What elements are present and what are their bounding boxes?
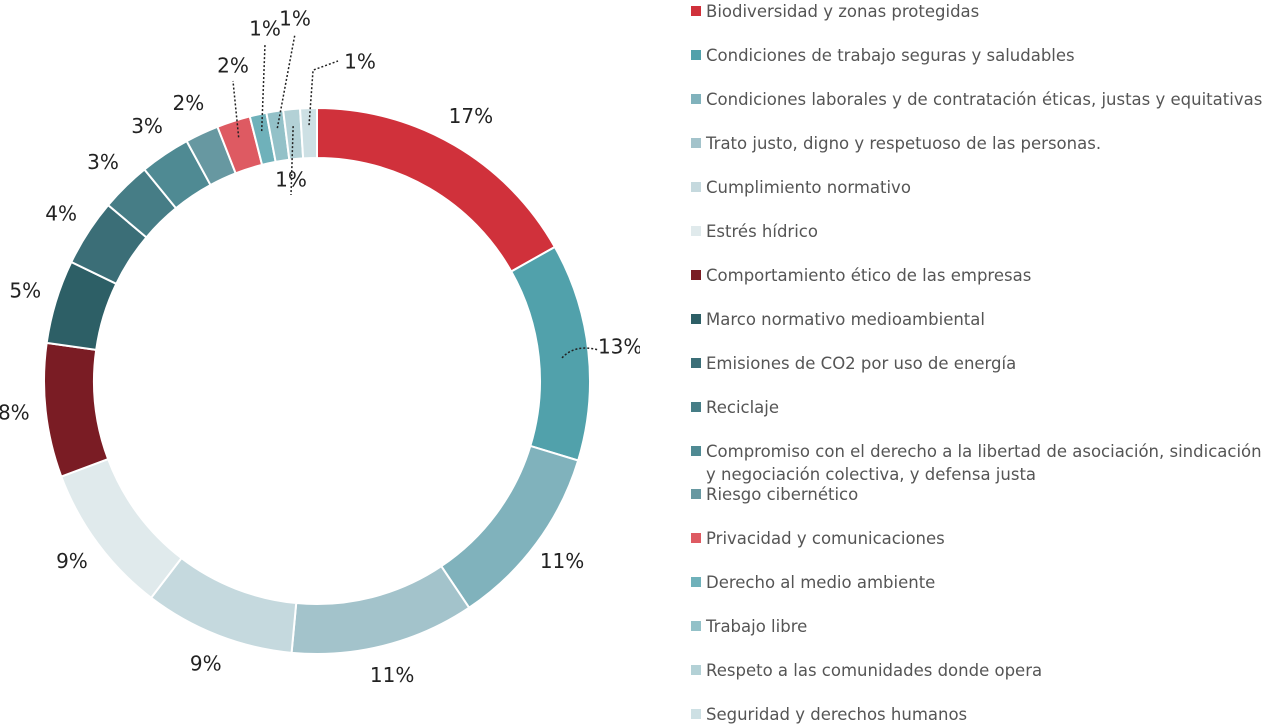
legend-label: Respeto a las comunidades donde opera: [706, 661, 1043, 680]
legend-swatch: [691, 94, 701, 104]
chart: 17%13%11%11%9%9%8%5%4%3%3%2%2%1%1%1%1%: [0, 7, 640, 688]
legend-swatch: [691, 489, 701, 499]
legend-item: Riesgo cibernético: [691, 483, 1276, 506]
data-label: 5%: [9, 279, 41, 303]
legend-label: Estrés hídrico: [706, 222, 818, 241]
legend-swatch: [691, 314, 701, 324]
data-label: 1%: [275, 168, 307, 192]
legend-item: Trato justo, digno y respetuoso de las p…: [691, 132, 1276, 155]
data-label: 8%: [0, 401, 30, 425]
legend-item: Compromiso con el derecho a la libertad …: [691, 440, 1276, 486]
leader-line: [232, 80, 240, 138]
data-label: 13%: [598, 334, 640, 358]
legend-item: Privacidad y comunicaciones: [691, 527, 1276, 550]
legend-label: Trabajo libre: [706, 617, 808, 636]
legend-swatch: [691, 402, 701, 412]
legend-item: Cumplimiento normativo: [691, 176, 1276, 199]
data-label: 11%: [540, 549, 584, 573]
legend-label: Marco normativo medioambiental: [706, 310, 985, 329]
legend-swatch: [691, 665, 701, 675]
legend-label: Condiciones laborales y de contratación …: [706, 90, 1263, 109]
legend-label: Reciclaje: [706, 398, 780, 417]
legend-swatch: [691, 446, 701, 456]
legend-item: Biodiversidad y zonas protegidas: [691, 0, 1276, 23]
legend-swatch: [691, 50, 701, 60]
leader-line: [290, 126, 294, 196]
legend-label: Seguridad y derechos humanos: [706, 705, 968, 724]
legend-swatch: [691, 226, 701, 236]
legend-item: Reciclaje: [691, 396, 1276, 419]
donut-slice: [316, 106, 557, 273]
legend-swatch: [691, 358, 701, 368]
donut-slice: [149, 556, 298, 654]
donut-slice: [59, 457, 183, 600]
data-label: 11%: [370, 663, 414, 687]
donut-slice: [439, 444, 580, 610]
legend-item: Emisiones de CO2 por uso de energía: [691, 352, 1276, 375]
legend-swatch: [691, 533, 701, 543]
donut-slice: [290, 564, 471, 655]
data-label: 1%: [249, 17, 281, 41]
legend-item: Comportamiento ético de las empresas: [691, 264, 1276, 287]
legend-swatch: [691, 270, 701, 280]
legend-item: Marco normativo medioambiental: [691, 308, 1276, 331]
data-label: 2%: [217, 54, 249, 78]
legend-item: Trabajo libre: [691, 615, 1276, 638]
legend-label: Emisiones de CO2 por uso de energía: [706, 354, 1017, 373]
data-label: 17%: [449, 104, 493, 128]
legend-item: Condiciones de trabajo seguras y saludab…: [691, 44, 1276, 67]
legend-swatch: [691, 6, 701, 16]
data-label: 2%: [172, 91, 204, 115]
legend-label: Comportamiento ético de las empresas: [706, 266, 1032, 285]
legend-item: Seguridad y derechos humanos: [691, 703, 1276, 726]
leader-line: [308, 60, 339, 126]
legend-label: Privacidad y comunicaciones: [706, 529, 945, 548]
legend-label: Biodiversidad y zonas protegidas: [706, 2, 980, 21]
leader-line: [260, 43, 266, 132]
legend-swatch: [691, 182, 701, 192]
legend-item: Derecho al medio ambiente: [691, 571, 1276, 594]
data-label: 9%: [190, 651, 222, 675]
legend-label: Trato justo, digno y respetuoso de las p…: [706, 134, 1102, 153]
data-label: 9%: [56, 549, 88, 573]
donut-slice: [509, 245, 591, 462]
legend-label: Cumplimiento normativo: [706, 178, 911, 197]
legend-label: Riesgo cibernético: [706, 485, 859, 504]
legend-label: Derecho al medio ambiente: [706, 573, 936, 592]
legend-item: Respeto a las comunidades donde opera: [691, 659, 1276, 682]
legend-swatch: [691, 577, 701, 587]
data-label: 1%: [279, 7, 311, 31]
donut-slice: [298, 106, 318, 160]
data-label: 3%: [131, 114, 163, 138]
data-label: 3%: [87, 150, 119, 174]
legend-swatch: [691, 621, 701, 631]
legend-label: Compromiso con el derecho a la libertad …: [706, 442, 1262, 484]
data-label: 1%: [344, 50, 376, 74]
legend-item: Estrés hídrico: [691, 220, 1276, 243]
legend-label: Condiciones de trabajo seguras y saludab…: [706, 46, 1075, 65]
legend-swatch: [691, 138, 701, 148]
legend-swatch: [691, 709, 701, 719]
data-label: 4%: [45, 202, 77, 226]
donut-slice: [43, 341, 110, 478]
legend-item: Condiciones laborales y de contratación …: [691, 88, 1276, 111]
